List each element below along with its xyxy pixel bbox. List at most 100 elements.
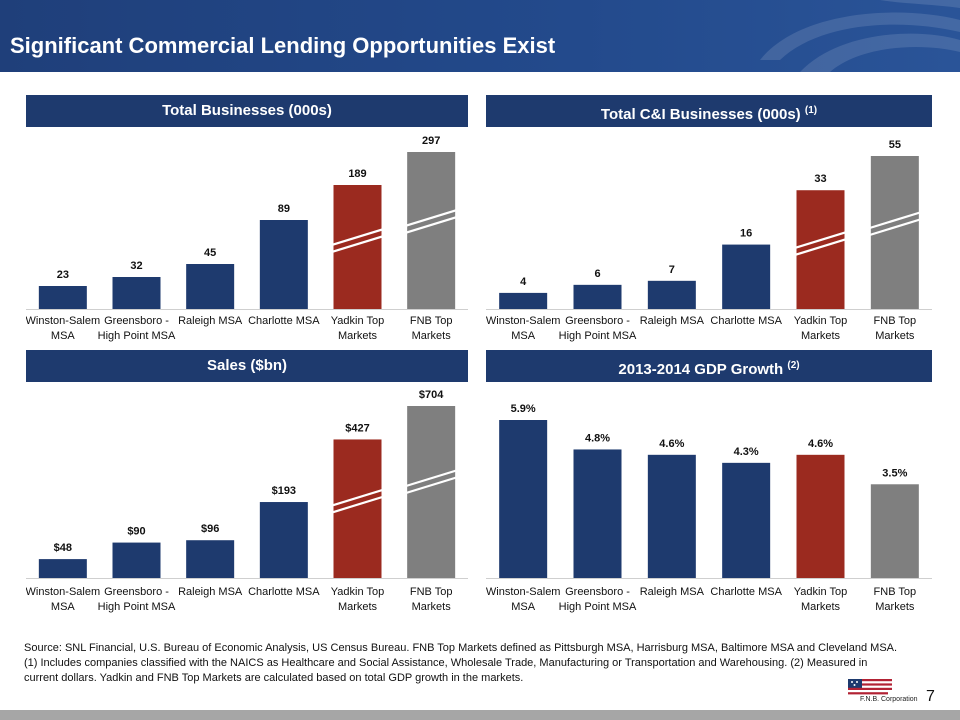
tick-label: Markets bbox=[801, 601, 841, 613]
data-label: 7 bbox=[669, 264, 675, 276]
tick-label: Charlotte MSA bbox=[248, 315, 320, 327]
axis-break-line bbox=[331, 235, 384, 254]
tick-label: Markets bbox=[412, 601, 452, 613]
axis-break-line bbox=[331, 488, 384, 507]
tick-label: Yadkin Top bbox=[331, 586, 384, 598]
bar bbox=[333, 185, 382, 309]
data-label: 4.6% bbox=[808, 438, 833, 450]
page-title: Significant Commercial Lending Opportuni… bbox=[10, 33, 556, 58]
axis-break-line bbox=[331, 228, 384, 247]
source-line: Source: SNL Financial, U.S. Bureau of Ec… bbox=[24, 642, 898, 654]
tick-label: Markets bbox=[338, 330, 378, 342]
panel-title-text: 2013-2014 GDP Growth bbox=[618, 361, 784, 378]
panel-title-total-businesses: Total Businesses (000s) bbox=[26, 95, 468, 127]
logo-text: F.N.B. Corporation bbox=[860, 696, 918, 703]
tick-label: Winston-Salem bbox=[486, 315, 560, 327]
bar bbox=[38, 286, 87, 309]
data-label: 297 bbox=[422, 135, 440, 147]
axis-break-line bbox=[794, 238, 847, 257]
footnote-line: current dollars. Yadkin and FNB Top Mark… bbox=[24, 672, 524, 684]
axis-break-line bbox=[868, 218, 922, 237]
bar bbox=[186, 264, 235, 309]
tick-label: Charlotte MSA bbox=[248, 586, 320, 598]
tick-label: Yadkin Top bbox=[331, 315, 384, 327]
data-label: 55 bbox=[889, 139, 901, 151]
chart-gdp-growth: 5.9% Winston-Salem MSA 4.8% Greensboro - High… bbox=[486, 403, 932, 613]
tick-label: Winston-Salem bbox=[486, 586, 560, 598]
data-label: 4.3% bbox=[734, 446, 759, 458]
tick-label: Greensboro - bbox=[565, 586, 630, 598]
tick-label: MSA bbox=[511, 601, 536, 613]
bar bbox=[722, 244, 771, 309]
axis-break-line bbox=[404, 208, 458, 227]
data-label: 3.5% bbox=[882, 467, 907, 479]
data-label: 33 bbox=[814, 173, 826, 185]
chart-total-ci-businesses: 4 Winston-Salem MSA 6 Greensboro - High Point… bbox=[486, 139, 932, 342]
panel-title-text: Total C&I Businesses (000s) bbox=[600, 106, 801, 123]
page-number: 7 bbox=[926, 688, 935, 705]
tick-label: Raleigh MSA bbox=[178, 586, 243, 598]
tick-label: Charlotte MSA bbox=[710, 586, 782, 598]
chart-total-businesses: 23 Winston-Salem MSA 32 Greensboro - High Poi… bbox=[26, 135, 468, 342]
tick-label: Winston-Salem bbox=[26, 586, 100, 598]
bar bbox=[112, 277, 161, 309]
data-label: 89 bbox=[278, 203, 290, 215]
tick-label: High Point MSA bbox=[559, 330, 637, 342]
bar bbox=[573, 449, 622, 578]
source-notes: Source: SNL Financial, U.S. Bureau of Ec… bbox=[24, 641, 924, 686]
tick-label: High Point MSA bbox=[98, 330, 176, 342]
data-label: 45 bbox=[204, 247, 216, 259]
panel-title-total-ci: Total C&I Businesses (000s) (1) bbox=[486, 95, 932, 127]
data-label: 4.8% bbox=[585, 432, 610, 444]
bar bbox=[722, 462, 771, 578]
bar bbox=[499, 292, 548, 309]
tick-label: Raleigh MSA bbox=[178, 315, 243, 327]
tick-label: Raleigh MSA bbox=[640, 315, 705, 327]
tick-label: Yadkin Top bbox=[794, 315, 847, 327]
tick-label: Markets bbox=[801, 330, 841, 342]
bar bbox=[796, 190, 845, 309]
bar bbox=[186, 540, 235, 578]
tick-label: MSA bbox=[51, 330, 75, 342]
data-label: $96 bbox=[201, 523, 219, 535]
data-label: 189 bbox=[348, 168, 366, 180]
tick-label: Markets bbox=[875, 330, 915, 342]
footer-bar bbox=[0, 710, 960, 720]
panel-title-gdp: 2013-2014 GDP Growth (2) bbox=[486, 350, 932, 382]
data-label: $48 bbox=[54, 542, 72, 554]
data-label: $90 bbox=[127, 526, 145, 538]
tick-label: Markets bbox=[412, 330, 452, 342]
header-banner: Significant Commercial Lending Opportuni… bbox=[0, 0, 960, 72]
panel-title-text: Total Businesses (000s) bbox=[162, 102, 332, 119]
bar bbox=[647, 454, 696, 578]
axis-break-line bbox=[331, 495, 384, 514]
data-label: 32 bbox=[130, 260, 142, 272]
tick-label: Yadkin Top bbox=[794, 586, 847, 598]
bar bbox=[112, 542, 161, 578]
header-decoration bbox=[760, 0, 960, 72]
tick-label: High Point MSA bbox=[98, 601, 176, 613]
bar bbox=[407, 406, 456, 578]
chart-sales: $48 Winston-Salem MSA $90 Greensboro - High P… bbox=[26, 389, 468, 613]
bar bbox=[573, 284, 622, 309]
axis-break-line bbox=[404, 476, 458, 495]
axis-break-line bbox=[404, 469, 458, 488]
data-label: $704 bbox=[419, 389, 444, 401]
bar bbox=[259, 502, 308, 578]
tick-label: FNB Top bbox=[410, 315, 453, 327]
footnote-marker: (2) bbox=[787, 360, 800, 371]
panel-title-sales: Sales ($bn) bbox=[26, 350, 468, 382]
axis-break-line bbox=[404, 215, 458, 234]
tick-label: MSA bbox=[511, 330, 536, 342]
tick-label: MSA bbox=[51, 601, 75, 613]
footnote-line: (1) Includes companies classified with t… bbox=[24, 657, 868, 669]
bar bbox=[870, 484, 919, 578]
panel-title-text: Sales ($bn) bbox=[206, 357, 288, 374]
bar bbox=[647, 280, 696, 309]
tick-label: Greensboro - bbox=[104, 586, 169, 598]
tick-label: Winston-Salem bbox=[26, 315, 100, 327]
tick-label: FNB Top bbox=[410, 586, 453, 598]
data-label: 5.9% bbox=[511, 403, 536, 415]
data-label: 4.6% bbox=[659, 438, 684, 450]
axis-break-line bbox=[868, 211, 922, 230]
